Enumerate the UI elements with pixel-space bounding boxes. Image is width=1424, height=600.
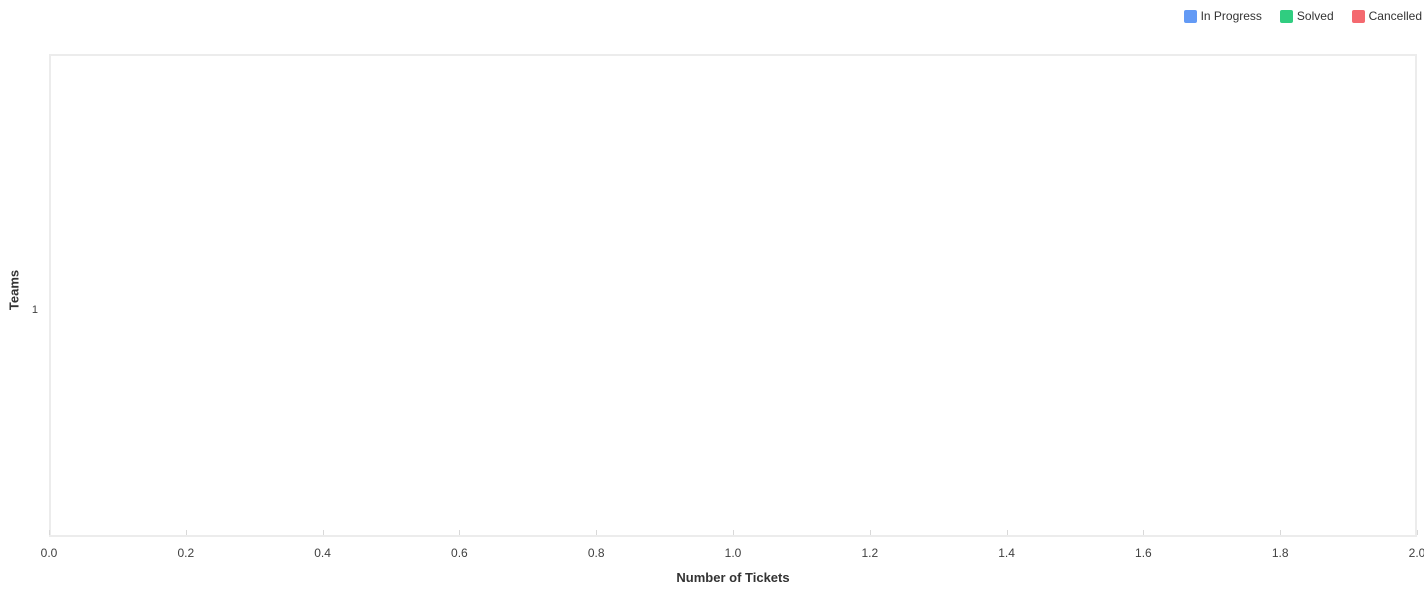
cancelled-swatch-icon bbox=[1351, 9, 1365, 23]
x-axis-tick-mark bbox=[596, 530, 598, 535]
x-axis-tick-mark bbox=[733, 530, 734, 535]
legend-item-label: Solved bbox=[1296, 9, 1334, 23]
x-axis-tick-mark bbox=[49, 530, 50, 535]
plot-area bbox=[49, 54, 1417, 537]
x-axis-tick-mark bbox=[185, 530, 187, 535]
x-axis-tick-label: 2.0 bbox=[1408, 546, 1424, 560]
x-axis-tick-label: 0.4 bbox=[314, 546, 331, 560]
in-progress-swatch-icon bbox=[1183, 9, 1197, 23]
y-axis-tick-label: 1 bbox=[31, 304, 38, 316]
x-axis-tick-mark bbox=[322, 530, 324, 535]
y-axis-title: Teams bbox=[6, 269, 22, 311]
x-axis-tick-mark bbox=[1280, 530, 1282, 535]
x-axis-tick-label: 1.8 bbox=[1271, 546, 1289, 560]
x-axis-tick-label: 1.4 bbox=[998, 546, 1015, 560]
legend-item-solved[interactable]: Solved bbox=[1279, 9, 1334, 23]
x-axis-tick-label: 0.2 bbox=[177, 546, 195, 560]
x-axis-tick-label: 1.6 bbox=[1135, 546, 1152, 560]
solved-swatch-icon bbox=[1279, 9, 1293, 23]
x-axis-tick-mark bbox=[1006, 530, 1008, 535]
x-axis-tick-label: 0.8 bbox=[587, 546, 605, 560]
x-axis-tick-label: 1.0 bbox=[724, 546, 742, 560]
x-axis-title: Number of Tickets bbox=[676, 570, 790, 585]
x-axis-tick-label: 0.6 bbox=[451, 546, 468, 560]
legend-item-label: In Progress bbox=[1200, 9, 1262, 23]
legend: In Progress Solved Cancelled bbox=[1183, 9, 1422, 23]
x-axis-tick-mark bbox=[459, 530, 461, 535]
legend-item-label: Cancelled bbox=[1368, 9, 1422, 23]
x-axis-tick-mark bbox=[869, 530, 871, 535]
legend-item-in-progress[interactable]: In Progress bbox=[1183, 9, 1262, 23]
x-axis-tick-mark bbox=[1417, 530, 1418, 535]
legend-item-cancelled[interactable]: Cancelled bbox=[1351, 9, 1422, 23]
x-axis-tick-mark bbox=[1143, 530, 1145, 535]
x-axis-tick-label: 0.0 bbox=[40, 546, 58, 560]
x-axis-tick-label: 1.2 bbox=[861, 546, 879, 560]
